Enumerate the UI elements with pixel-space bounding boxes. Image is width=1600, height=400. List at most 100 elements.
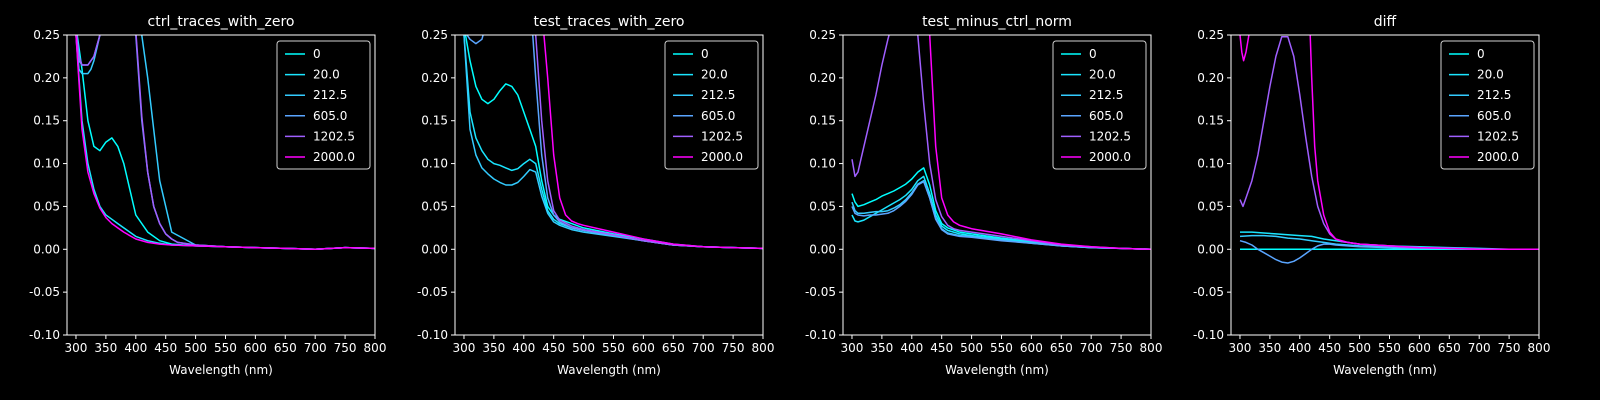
x-tick-label: 650 (1438, 341, 1461, 355)
y-tick-label: 0.05 (33, 199, 60, 213)
legend-entry-label: 1202.5 (1477, 129, 1519, 143)
x-tick-label: 550 (1378, 341, 1401, 355)
chart-panel-1: ctrl_traces_with_zero 300 350 400 450 500 550 6… (29, 14, 387, 377)
x-tick-label: 650 (662, 341, 685, 355)
legend: 0 20.0 212.5 605.0 1202.5 2000.0 (664, 40, 759, 170)
x-tick-label: 750 (1498, 341, 1521, 355)
x-tick-label: 700 (692, 341, 715, 355)
y-tick-label: 0.25 (33, 28, 60, 42)
x-tick-label: 550 (214, 341, 237, 355)
x-tick-label: 400 (512, 341, 535, 355)
axes-frame (66, 34, 376, 336)
legend-entry-label: 1202.5 (701, 129, 743, 143)
x-tick-label: 400 (124, 341, 147, 355)
legend: 0 20.0 212.5 605.0 1202.5 2000.0 (1440, 40, 1535, 170)
y-tick-label: 0.20 (421, 71, 448, 85)
legend-entry-label: 2000.0 (701, 150, 743, 164)
x-tick-label: 700 (304, 341, 327, 355)
series-line-2000.0 (1239, 35, 1539, 251)
x-tick-label: 350 (94, 341, 117, 355)
y-tick-label: 0.10 (421, 157, 448, 171)
x-tick-label: 300 (65, 341, 88, 355)
x-tick-label: 600 (632, 341, 655, 355)
y-tick-label: 0.15 (421, 114, 448, 128)
x-axis-label: Wavelength (nm) (169, 363, 273, 377)
x-tick-label: 450 (154, 341, 177, 355)
y-tick-label: -0.05 (805, 285, 836, 299)
x-axis-label: Wavelength (nm) (1333, 363, 1437, 377)
axes-frame (842, 34, 1152, 336)
x-tick-label: 700 (1468, 341, 1491, 355)
y-tick-label: 0.10 (1197, 157, 1224, 171)
x-tick-label: 700 (1080, 341, 1103, 355)
legend: 0 20.0 212.5 605.0 1202.5 2000.0 (276, 40, 371, 170)
y-tick-label: 0.15 (1197, 114, 1224, 128)
x-tick-label: 650 (274, 341, 297, 355)
legend-entry-label: 20.0 (701, 68, 728, 82)
series-group (1239, 35, 1539, 264)
y-tick-label: -0.05 (29, 285, 60, 299)
y-tick-label: 0.00 (33, 242, 60, 256)
x-tick-label: 500 (1348, 341, 1371, 355)
x-tick-label: 600 (244, 341, 267, 355)
x-tick-label: 300 (841, 341, 864, 355)
x-tick-label: 800 (752, 341, 775, 355)
x-tick-label: 750 (334, 341, 357, 355)
series-line-20.0 (851, 175, 1151, 251)
x-tick-label: 650 (1050, 341, 1073, 355)
chart-panel-4: diff 300 350 400 450 500 550 600 650 700 750 800 -0.… (1193, 14, 1551, 377)
y-tick-label: 0.05 (1197, 199, 1224, 213)
series-line-605.0 (1239, 239, 1539, 264)
x-tick-label: 350 (1258, 341, 1281, 355)
x-tick-label: 500 (184, 341, 207, 355)
y-tick-label: -0.10 (805, 328, 836, 342)
y-tick-label: -0.10 (1193, 328, 1224, 342)
x-tick-label: 550 (602, 341, 625, 355)
chart-title: diff (1374, 14, 1397, 30)
x-tick-label: 550 (990, 341, 1013, 355)
series-line-2000.0 (928, 35, 1151, 251)
x-tick-label: 800 (1140, 341, 1163, 355)
x-tick-label: 750 (722, 341, 745, 355)
y-tick-label: 0.00 (421, 242, 448, 256)
x-tick-label: 350 (482, 341, 505, 355)
legend-entry-label: 605.0 (313, 109, 347, 123)
y-tick-label: 0.25 (421, 28, 448, 42)
legend-entry-label: 0 (701, 47, 709, 61)
legend-entry-label: 605.0 (1089, 109, 1123, 123)
x-tick-label: 500 (960, 341, 983, 355)
y-tick-label: 0.10 (809, 157, 836, 171)
y-tick-label: 0.25 (809, 28, 836, 42)
x-tick-label: 500 (572, 341, 595, 355)
legend-entry-label: 20.0 (313, 68, 340, 82)
legend-entry-label: 605.0 (701, 109, 735, 123)
series-line-2000.0 (75, 35, 375, 251)
x-axis-label: Wavelength (nm) (945, 363, 1049, 377)
legend-entry-label: 212.5 (1089, 88, 1123, 102)
x-axis-label: Wavelength (nm) (557, 363, 661, 377)
legend: 0 20.0 212.5 605.0 1202.5 2000.0 (1052, 40, 1147, 170)
chart-title: test_traces_with_zero (534, 14, 685, 30)
x-tick-label: 400 (900, 341, 923, 355)
chart-panel-2: test_traces_with_zero 300 350 400 450 500 550 6… (417, 14, 775, 377)
series-line-1202.5 (534, 35, 763, 250)
axes-frame (1230, 34, 1540, 336)
y-tick-label: 0.05 (809, 199, 836, 213)
x-tick-label: 800 (1528, 341, 1551, 355)
legend-entry-label: 2000.0 (313, 150, 355, 164)
y-tick-label: 0.15 (33, 114, 60, 128)
x-tick-label: 450 (542, 341, 565, 355)
chart-title: test_minus_ctrl_norm (922, 14, 1072, 30)
legend-entry-label: 20.0 (1089, 68, 1116, 82)
legend-entry-label: 212.5 (313, 88, 347, 102)
x-tick-label: 800 (364, 341, 387, 355)
legend-entry-label: 20.0 (1477, 68, 1504, 82)
y-tick-label: -0.05 (1193, 285, 1224, 299)
y-tick-label: -0.05 (417, 285, 448, 299)
legend-entry-label: 605.0 (1477, 109, 1511, 123)
series-line-20.0 (1240, 231, 1539, 251)
y-tick-label: 0.00 (809, 242, 836, 256)
y-tick-label: 0.10 (33, 157, 60, 171)
